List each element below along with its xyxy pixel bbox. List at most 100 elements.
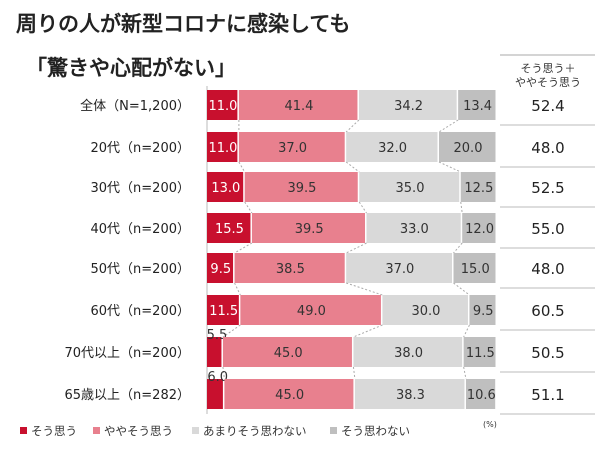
connector-line bbox=[234, 282, 241, 296]
bar-segment bbox=[460, 172, 496, 202]
data-label: 37.0 bbox=[278, 141, 307, 156]
bar-segment bbox=[207, 90, 238, 120]
connector-line bbox=[352, 366, 356, 380]
data-label: 38.0 bbox=[394, 346, 423, 361]
data-label: 35.0 bbox=[396, 181, 425, 196]
category-label: 40代（n=200） bbox=[91, 222, 191, 237]
data-label: 11.0 bbox=[208, 141, 237, 156]
bar-segment bbox=[458, 90, 496, 120]
summary-value: 48.0 bbox=[531, 139, 564, 157]
bar-segment bbox=[244, 172, 358, 202]
bar-segment bbox=[358, 90, 457, 120]
connector-line bbox=[238, 161, 246, 173]
legend-label: ややそう思う bbox=[104, 424, 173, 438]
bar-segment bbox=[366, 213, 461, 243]
data-label: 5.5 bbox=[207, 328, 228, 343]
summary-value: 48.0 bbox=[531, 260, 564, 278]
bar-segment bbox=[207, 213, 251, 243]
unit-label: (%) bbox=[483, 420, 497, 429]
data-label: 6.0 bbox=[207, 370, 228, 385]
connector-line bbox=[222, 324, 241, 338]
connector-line bbox=[345, 119, 360, 133]
bar-segment bbox=[465, 379, 496, 409]
category-label: 70代以上（n=200） bbox=[65, 346, 191, 361]
legend-label: あまりそう思わない bbox=[203, 424, 307, 438]
data-label: 12.5 bbox=[464, 181, 493, 196]
data-label: 49.0 bbox=[297, 304, 326, 319]
data-label: 33.0 bbox=[400, 222, 429, 237]
data-label: 13.4 bbox=[463, 99, 492, 114]
connector-line bbox=[460, 201, 463, 214]
bar-segment bbox=[238, 132, 345, 162]
category-label: 30代（n=200） bbox=[91, 181, 191, 196]
bar-segment bbox=[469, 295, 496, 325]
bar-segment bbox=[207, 172, 244, 202]
connector-line bbox=[358, 201, 367, 214]
bar-segment bbox=[207, 132, 238, 162]
data-label: 41.4 bbox=[284, 99, 313, 114]
category-label: 60代（n=200） bbox=[91, 304, 191, 319]
bar-segment bbox=[224, 379, 354, 409]
connector-line bbox=[234, 242, 253, 254]
connector-line bbox=[438, 119, 459, 133]
data-label: 15.0 bbox=[461, 262, 490, 277]
data-label: 10.6 bbox=[467, 388, 496, 403]
category-label: 65歳以上（n=282） bbox=[65, 388, 191, 403]
connector-line bbox=[244, 201, 253, 214]
bar-segment bbox=[462, 213, 496, 243]
summary-value: 52.4 bbox=[531, 97, 564, 115]
bar-segment bbox=[346, 132, 438, 162]
data-label: 37.0 bbox=[385, 262, 414, 277]
legend-label: そう思わない bbox=[341, 424, 410, 438]
bar-segment bbox=[453, 253, 496, 283]
summary-value: 51.1 bbox=[531, 386, 564, 404]
bar-segment bbox=[251, 213, 365, 243]
connector-line bbox=[453, 242, 463, 254]
summary-header-text: そう思う＋ bbox=[521, 62, 576, 75]
bar-segment bbox=[222, 337, 352, 367]
connector-line bbox=[438, 161, 461, 173]
bar-segment bbox=[240, 295, 381, 325]
summary-value: 55.0 bbox=[531, 220, 564, 238]
bar-segment bbox=[346, 253, 452, 283]
bar-segment bbox=[382, 295, 468, 325]
data-label: 34.2 bbox=[394, 99, 423, 114]
bar-segment bbox=[439, 132, 496, 162]
bar-segment bbox=[354, 379, 465, 409]
data-label: 15.5 bbox=[215, 222, 244, 237]
summary-value: 60.5 bbox=[531, 302, 564, 320]
bar-segment bbox=[234, 253, 345, 283]
summary-value: 52.5 bbox=[531, 179, 564, 197]
data-label: 39.5 bbox=[287, 181, 316, 196]
data-label: 11.5 bbox=[466, 346, 495, 361]
bar-segment bbox=[463, 337, 496, 367]
chart-subtitle: 「驚きや心配がない」 bbox=[26, 56, 236, 80]
data-label: 45.0 bbox=[275, 388, 304, 403]
data-label: 38.3 bbox=[396, 388, 425, 403]
data-label: 20.0 bbox=[454, 141, 483, 156]
bar-segment bbox=[207, 253, 234, 283]
connector-line bbox=[353, 324, 383, 338]
data-label: 13.0 bbox=[211, 181, 240, 196]
data-label: 39.5 bbox=[295, 222, 324, 237]
category-label: 20代（n=200） bbox=[91, 141, 191, 156]
connector-line bbox=[453, 282, 470, 296]
data-label: 30.0 bbox=[411, 304, 440, 319]
data-label: 32.0 bbox=[378, 141, 407, 156]
category-label: 50代（n=200） bbox=[91, 262, 191, 277]
connector-line bbox=[345, 161, 360, 173]
category-label: 全体（N=1,200） bbox=[80, 98, 190, 114]
legend-swatch bbox=[330, 427, 337, 434]
connector-line bbox=[345, 242, 367, 254]
summary-value: 50.5 bbox=[531, 344, 564, 362]
connector-line bbox=[463, 366, 467, 380]
bar-segment bbox=[353, 337, 463, 367]
data-label: 11.0 bbox=[208, 99, 237, 114]
data-label: 9.5 bbox=[210, 262, 231, 277]
data-label: 12.0 bbox=[465, 222, 494, 237]
summary-header-text: ややそう思う bbox=[515, 76, 581, 89]
bar-segment bbox=[207, 379, 223, 409]
connector-line bbox=[463, 324, 470, 338]
